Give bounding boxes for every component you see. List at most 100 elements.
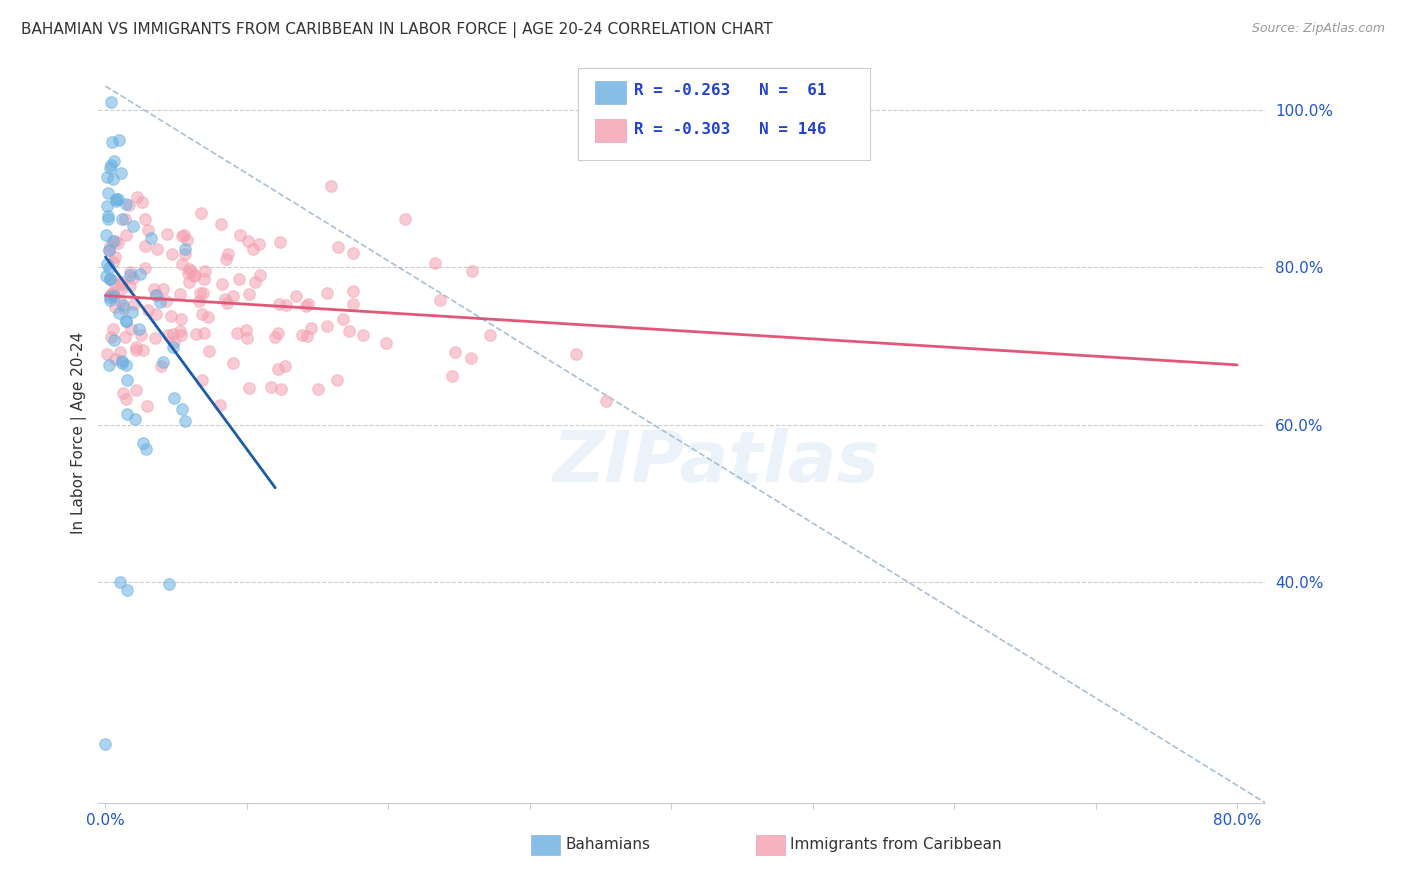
Point (337, 324, 360, 338)
Point (134, 212, 156, 227)
Point (423, 256, 446, 270)
Point (173, 227, 195, 242)
Point (267, 326, 290, 340)
Point (97, 209, 120, 223)
Point (157, 328, 180, 343)
Point (115, 392, 138, 406)
Point (374, 336, 396, 351)
Point (97, 261, 120, 276)
Text: Immigrants from Caribbean: Immigrants from Caribbean (790, 838, 1002, 852)
Point (194, 263, 217, 277)
Point (174, 246, 197, 260)
Point (267, 362, 290, 376)
Point (104, 301, 127, 315)
Point (191, 307, 214, 321)
Point (114, 228, 136, 243)
Point (104, 250, 127, 264)
Point (112, 301, 135, 315)
Point (242, 242, 264, 256)
Point (136, 303, 159, 318)
Point (170, 312, 193, 326)
Point (100, 95, 122, 109)
Point (104, 192, 127, 206)
Point (128, 322, 150, 336)
Point (107, 192, 129, 206)
Point (307, 382, 329, 396)
Point (269, 235, 291, 249)
Point (243, 275, 266, 289)
Point (197, 310, 219, 325)
Point (134, 239, 156, 253)
Point (190, 285, 212, 300)
Point (139, 231, 162, 245)
Point (186, 326, 208, 341)
Point (124, 412, 146, 426)
Point (100, 271, 122, 285)
Point (152, 282, 174, 296)
Point (198, 343, 221, 358)
Point (236, 234, 259, 248)
Point (461, 264, 484, 278)
Point (115, 197, 138, 211)
Point (173, 414, 195, 428)
Point (96, 170, 118, 185)
Point (103, 333, 125, 347)
Point (115, 314, 138, 328)
Point (103, 234, 125, 248)
Point (98, 293, 121, 308)
Point (170, 327, 193, 342)
Point (136, 222, 159, 236)
Point (193, 271, 215, 285)
Point (169, 324, 191, 338)
Point (129, 327, 152, 342)
Point (460, 351, 482, 365)
Point (315, 285, 337, 300)
Point (135, 442, 157, 456)
Point (172, 229, 194, 244)
Point (316, 318, 339, 333)
Point (108, 293, 131, 308)
Point (193, 326, 215, 340)
Point (96, 227, 118, 242)
Point (111, 355, 134, 369)
Point (131, 195, 153, 210)
Point (120, 268, 142, 282)
Point (96, 257, 118, 271)
Point (193, 285, 215, 300)
Point (97, 211, 120, 226)
Point (107, 306, 129, 320)
Point (301, 321, 323, 335)
Point (120, 322, 142, 336)
Point (170, 402, 193, 417)
Point (342, 296, 364, 310)
Point (190, 205, 212, 219)
Point (229, 228, 252, 243)
Point (156, 227, 179, 241)
Point (103, 154, 125, 169)
Point (177, 262, 200, 277)
Point (162, 340, 184, 354)
Point (110, 166, 132, 180)
Point (295, 329, 318, 343)
Point (97, 243, 120, 257)
Point (114, 314, 136, 328)
Point (115, 407, 138, 421)
Point (96, 347, 118, 361)
Point (98, 161, 121, 176)
Point (328, 240, 350, 254)
Point (115, 358, 138, 372)
Point (149, 295, 172, 310)
Point (145, 288, 167, 302)
Point (101, 286, 124, 301)
Point (122, 297, 145, 311)
Point (394, 211, 416, 226)
Point (98, 289, 121, 303)
Point (146, 242, 169, 256)
Point (103, 172, 125, 186)
Point (159, 309, 181, 323)
Point (111, 275, 134, 289)
Text: BAHAMIAN VS IMMIGRANTS FROM CARIBBEAN IN LABOR FORCE | AGE 20-24 CORRELATION CHA: BAHAMIAN VS IMMIGRANTS FROM CARIBBEAN IN… (21, 22, 773, 38)
Point (94, 737, 117, 751)
Point (112, 385, 135, 400)
Point (260, 380, 283, 394)
